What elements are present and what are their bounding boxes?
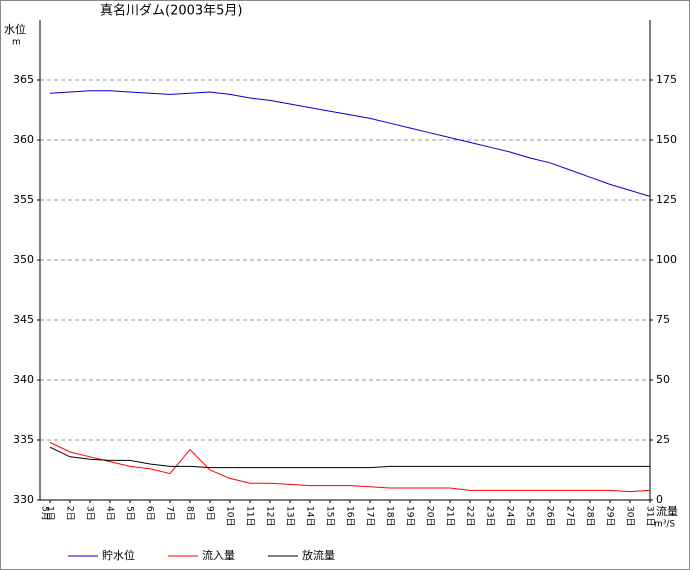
x-tick-label: 3日 [85,506,96,521]
x-tick-label: 18日 [385,506,396,526]
series-line [49,446,650,469]
x-tick-label: 25日 [525,506,536,526]
y-tick-label: 345 [13,313,34,326]
x-tick-label: 17日 [365,506,376,526]
y2-tick-label: 175 [656,73,677,86]
x-tick-label: 20日 [425,506,436,526]
x-tick-label: 31日 [645,506,656,526]
y2-tick-label: 50 [656,373,670,386]
y2-tick-label: 25 [656,433,670,446]
y-tick-label: 360 [13,133,34,146]
y2-tick-label: 0 [656,493,663,506]
y-tick-label: 335 [13,433,34,446]
y-tick-label: 350 [13,253,34,266]
x-tick-label: 6日 [145,506,156,521]
x-tick-label: 13日 [285,506,296,526]
y-tick-label: 340 [13,373,34,386]
y-tick-label: 355 [13,193,34,206]
y2-tick-label: 100 [656,253,677,266]
y2-tick-label: 75 [656,313,670,326]
y-axis-unit: m [12,38,21,48]
x-tick-label: 2日 [65,506,76,521]
x-tick-label: 21日 [445,506,456,526]
x-axis-label: 5月 [40,506,51,521]
legend-label: 貯水位 [102,548,135,562]
chart-title: 真名川ダム(2003年5月) [100,3,243,19]
y2-axis-unit: m³/S [654,520,675,530]
x-tick-label: 8日 [185,506,196,521]
series-line [49,90,651,197]
y-tick-label: 365 [13,73,34,86]
x-tick-label: 5日 [125,506,136,521]
x-tick-label: 14日 [305,506,316,526]
series-line [49,441,651,493]
x-tick-label: 22日 [465,506,476,526]
x-tick-label: 1日 [45,506,56,521]
x-tick-label: 19日 [405,506,416,526]
x-tick-label: 23日 [485,506,496,526]
x-tick-label: 10日 [225,506,236,526]
x-tick-label: 24日 [505,506,516,526]
x-tick-label: 12日 [265,506,276,526]
y2-tick-label: 125 [656,193,677,206]
x-tick-label: 15日 [325,506,336,526]
x-tick-label: 26日 [545,506,556,526]
x-tick-label: 27日 [565,506,576,526]
x-tick-label: 7日 [165,506,176,521]
y2-axis-label: 流量 [656,504,678,518]
x-tick-label: 28日 [585,506,596,526]
x-tick-label: 9日 [205,506,216,521]
y-tick-label: 330 [13,493,34,506]
x-tick-label: 11日 [245,506,256,526]
x-tick-label: 30日 [625,506,636,526]
y2-tick-label: 150 [656,133,677,146]
legend-label: 流入量 [202,548,235,562]
x-tick-label: 4日 [105,506,116,521]
x-tick-label: 29日 [605,506,616,526]
x-tick-label: 16日 [345,506,356,526]
legend-label: 放流量 [302,548,335,562]
y-axis-label: 水位 [4,22,26,36]
